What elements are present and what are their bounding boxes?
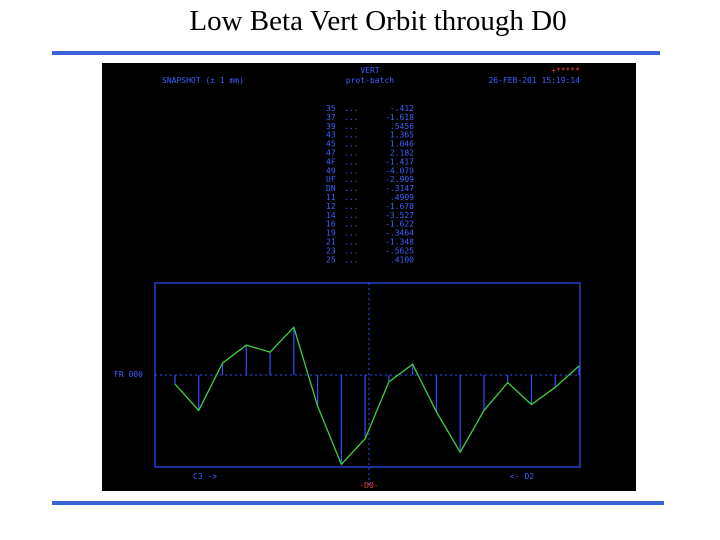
- row-label: 49: [326, 166, 336, 175]
- orbit-line: [174, 325, 580, 466]
- row-value: -.412: [390, 104, 414, 113]
- row-value: 2.182: [390, 149, 414, 158]
- row-label: 43: [326, 131, 336, 140]
- screen: [102, 63, 636, 491]
- row-dots: ...: [344, 193, 358, 202]
- row-value: .4100: [390, 255, 414, 264]
- zero-label: FR 000: [114, 370, 143, 379]
- slide-title: Low Beta Vert Orbit through D0: [189, 5, 566, 37]
- row-value: -1.348: [385, 238, 414, 247]
- row-dots: ...: [344, 157, 358, 166]
- row-label: 4F: [326, 157, 336, 166]
- row-value: -1.618: [385, 113, 414, 122]
- row-dots: ...: [344, 140, 358, 149]
- row-dots: ...: [344, 211, 358, 220]
- row-value: -.3464: [385, 229, 414, 238]
- row-value: -1.622: [385, 220, 414, 229]
- row-dots: ...: [344, 122, 358, 131]
- row-value: -2.909: [385, 175, 414, 184]
- row-dots: ...: [344, 175, 358, 184]
- row-dots: ...: [344, 238, 358, 247]
- plot-label: C3 ->: [193, 472, 217, 481]
- row-value: -.5625: [385, 246, 414, 255]
- screen-header: SNAPSHOT (± 1 mm): [162, 76, 244, 85]
- row-label: 11: [326, 193, 336, 202]
- row-dots: ...: [344, 202, 358, 211]
- row-value: 1.365: [390, 131, 414, 140]
- row-value: -.3147: [385, 184, 414, 193]
- row-label: 35: [326, 104, 336, 113]
- plot-label: <- D2: [510, 472, 534, 481]
- row-value: -3.527: [385, 211, 414, 220]
- plot-label: -D0-: [359, 481, 378, 490]
- row-value: .5456: [390, 122, 414, 131]
- row-dots: ...: [344, 255, 358, 264]
- row-dots: ...: [344, 220, 358, 229]
- screen-header: +*****: [551, 66, 580, 75]
- row-value: -4.079: [385, 166, 414, 175]
- row-value: .4909: [390, 193, 414, 202]
- screen-header: prot-batch: [346, 76, 394, 85]
- row-label: DN: [326, 184, 336, 193]
- screen-header: VERT: [360, 66, 379, 75]
- row-dots: ...: [344, 113, 358, 122]
- rule-top: [52, 51, 660, 55]
- row-label: 16: [326, 220, 336, 229]
- row-dots: ...: [344, 184, 358, 193]
- row-dots: ...: [344, 166, 358, 175]
- row-value: -1.417: [385, 157, 414, 166]
- row-dots: ...: [344, 131, 358, 140]
- row-label: 12: [326, 202, 336, 211]
- row-value: -1.678: [385, 202, 414, 211]
- rule-bottom: [52, 501, 664, 505]
- row-label: 45: [326, 140, 336, 149]
- row-value: 1.046: [390, 140, 414, 149]
- row-label: UF: [326, 175, 336, 184]
- row-label: 14: [326, 211, 336, 220]
- screen-header: 26-FEB-201 15:19:14: [488, 76, 580, 85]
- row-label: 23: [326, 246, 336, 255]
- row-label: 19: [326, 229, 336, 238]
- row-dots: ...: [344, 229, 358, 238]
- row-label: 47: [326, 149, 336, 158]
- row-label: 39: [326, 122, 336, 131]
- row-dots: ...: [344, 149, 358, 158]
- row-dots: ...: [344, 246, 358, 255]
- row-label: 21: [326, 238, 336, 247]
- row-label: 37: [326, 113, 336, 122]
- row-dots: ...: [344, 104, 358, 113]
- row-label: 25: [326, 255, 336, 264]
